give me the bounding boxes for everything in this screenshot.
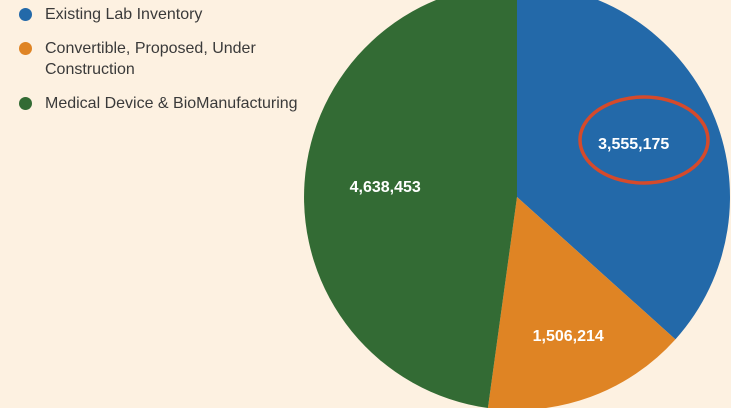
legend-item-convertible-proposed: Convertible, Proposed, Under Constructio…: [14, 38, 304, 80]
legend-label: Medical Device & BioManufacturing: [45, 95, 298, 112]
highlight-circle-annotation: [578, 95, 710, 185]
pie-slice-labels: 3,555,175 1,506,214 4,638,453: [350, 136, 670, 345]
pie-slice-value-label: 1,506,214: [533, 328, 604, 345]
pie-slices: [304, 0, 730, 408]
pie-slice-value-label: 4,638,453: [350, 179, 421, 196]
chart-legend: Existing Lab Inventory Convertible, Prop…: [14, 4, 304, 127]
pie-slice: [304, 0, 517, 408]
pie-slice: [517, 0, 730, 340]
legend-label: Existing Lab Inventory: [45, 6, 203, 23]
legend-item-existing-lab-inventory: Existing Lab Inventory: [14, 4, 304, 25]
legend-label: Convertible, Proposed, Under Constructio…: [45, 40, 256, 78]
pie-slice: [487, 197, 676, 408]
legend-item-medical-device: Medical Device & BioManufacturing: [14, 93, 304, 114]
legend-swatch: [19, 8, 32, 21]
pie-slice-value-label: 3,555,175: [598, 136, 669, 153]
legend-swatch: [19, 97, 32, 110]
legend-swatch: [19, 42, 32, 55]
